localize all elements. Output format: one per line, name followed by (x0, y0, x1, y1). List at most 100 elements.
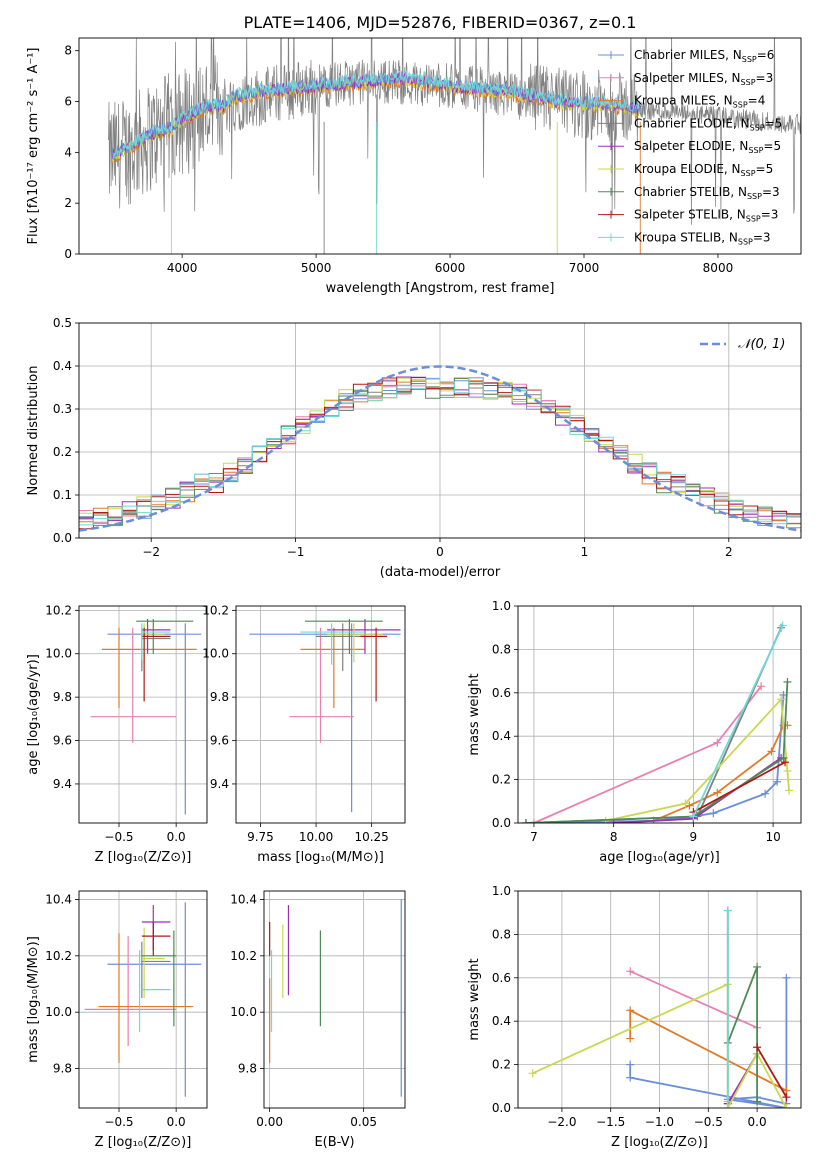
hist-chabrier_stelib (79, 377, 801, 526)
x-tick-label: 2 (725, 545, 733, 559)
y-axis-label: mass weight (467, 673, 482, 755)
y-tick-label: 0.4 (53, 359, 72, 373)
y-tick-label: 0.8 (492, 642, 511, 656)
x-tick-label: −2.0 (547, 1115, 576, 1129)
legend-label: Salpeter MILES, NSSP=3 (634, 71, 773, 87)
y-tick-label: 0.2 (492, 1058, 511, 1072)
x-axis-label: Z [log₁₀(Z/Z⊙)] (611, 1135, 708, 1150)
x-tick-label: 5000 (301, 261, 332, 275)
y-tick-label: 0.1 (53, 488, 72, 502)
legend-label: Kroupa ELODIE, NSSP=5 (634, 162, 773, 178)
y-tick-label: 0.8 (492, 927, 511, 941)
y-axis-label: Flux [fλ10⁻¹⁷ erg cm⁻² s⁻¹ A⁻¹] (26, 48, 41, 245)
y-tick-label: 10.0 (45, 647, 72, 661)
y-tick-label: 1.0 (492, 884, 511, 898)
plot-area (108, 38, 801, 254)
x-axis-label: mass [log₁₀(M/M⊙)] (257, 850, 384, 865)
series-chabrier_miles (525, 694, 785, 823)
x-tick-label: 9 (690, 830, 698, 844)
plot-area (79, 891, 207, 1108)
y-axis-label: Normed distribution (26, 366, 41, 496)
x-tick-label: 6000 (435, 261, 466, 275)
y-tick-label: 9.8 (210, 690, 229, 704)
x-tick-label: 7000 (569, 261, 600, 275)
series-kroupa_stelib (692, 625, 784, 817)
y-tick-label: 0.6 (492, 971, 511, 985)
x-axis-label: wavelength [Angstrom, rest frame] (326, 281, 555, 296)
y-axis-label: mass weight (467, 958, 482, 1040)
x-axis-label: Z [log₁₀(Z/Z⊙)] (95, 850, 192, 865)
plot-area (264, 891, 405, 1108)
series-salpeter_stelib (756, 1046, 788, 1098)
legend-label: Chabrier MILES, NSSP=6 (634, 48, 774, 64)
plot-area (79, 323, 801, 538)
axes-frame (263, 890, 406, 1109)
observed-spectrum (108, 38, 801, 225)
panel-residuals: −2 −1 0 1 2 0.0 0.1 0.2 0.3 0.4 0.5 (data-model)/er… (26, 316, 802, 580)
panel-mass_weight_vs_age: 7 8 9 10 0.0 0.2 0.4 0.6 0.8 1.0 age [log₁₀(age/yr… (467, 599, 802, 865)
x-axis-label: Z [log₁₀(Z/Z⊙)] (95, 1135, 192, 1150)
axes-frame (235, 605, 406, 824)
normal-curve (79, 365, 801, 532)
axes-frame (517, 890, 802, 1109)
y-tick-label: 0 (64, 247, 72, 261)
plot-area (236, 606, 405, 823)
axes-frame (517, 605, 802, 824)
x-tick-label: −2 (142, 545, 160, 559)
x-axis-label: age [log₁₀(age/yr)] (599, 850, 720, 865)
x-tick-label: −0.5 (694, 1115, 723, 1129)
x-tick-label: 9.75 (247, 830, 274, 844)
x-tick-label: 10 (765, 830, 780, 844)
x-tick-label: 0.05 (350, 1115, 377, 1129)
y-tick-label: 10.2 (45, 603, 72, 617)
y-tick-label: 10.2 (230, 949, 257, 963)
x-tick-label: 1 (581, 545, 589, 559)
panel-mass_weight_vs_Z: −2.0 −1.5 −1.0 −0.5 0.0 0.0 0.2 0.4 0.6 0.8 1.0 Z [… (467, 884, 802, 1150)
axes-frame (78, 322, 802, 539)
y-tick-label: 2 (64, 196, 72, 210)
y-tick-label: 10.4 (230, 892, 257, 906)
legend-label: Kroupa MILES, NSSP=4 (634, 94, 765, 110)
y-tick-label: 9.8 (53, 1062, 72, 1076)
y-axis-label: age [log₁₀(age/yr)] (26, 654, 41, 775)
y-tick-label: 9.6 (210, 734, 229, 748)
y-tick-label: 0.4 (492, 1014, 511, 1028)
axes-frame (78, 605, 208, 824)
model-spectrum-kroupa_stelib (112, 69, 642, 159)
y-tick-label: 0.2 (492, 773, 511, 787)
x-tick-label: 10.00 (299, 830, 333, 844)
y-tick-label: 0.2 (53, 445, 72, 459)
axes-frame (78, 890, 208, 1109)
y-tick-label: 10.4 (45, 892, 72, 906)
hist-salpeter_stelib (79, 377, 801, 530)
y-tick-label: 4 (64, 145, 72, 159)
legend-label: Chabrier STELIB, NSSP=3 (634, 185, 780, 201)
x-tick-label: 0.0 (167, 1115, 186, 1129)
y-tick-label: 0.0 (492, 1101, 511, 1115)
x-tick-label: 0.00 (256, 1115, 283, 1129)
y-tick-label: 8 (64, 44, 72, 58)
plot-area (518, 891, 801, 1108)
y-tick-label: 1.0 (492, 599, 511, 613)
legend-label: Salpeter ELODIE, NSSP=5 (634, 139, 781, 155)
x-tick-label: 10.25 (354, 830, 388, 844)
y-tick-label: 10.0 (45, 1005, 72, 1019)
figure-title: PLATE=1406, MJD=52876, FIBERID=0367, z=0… (244, 13, 637, 32)
plot-area (518, 606, 801, 823)
y-tick-label: 10.2 (45, 949, 72, 963)
panel-mass_vs_EBV: 0.00 0.05 9.8 10.0 10.2 10.4 E(B-V) (230, 890, 406, 1150)
y-tick-label: 10.2 (202, 603, 229, 617)
hist-kroupa_stelib (79, 377, 801, 526)
x-tick-label: 8000 (703, 261, 734, 275)
series-salpeter_miles (533, 685, 762, 823)
y-tick-label: 10.0 (202, 647, 229, 661)
panel-age_vs_Z: −0.5 0.0 9.4 9.6 9.8 10.0 10.2 Z [log₁₀(Z/Z⊙)] a… (26, 603, 208, 865)
panel-age_vs_mass: 9.75 10.00 10.25 9.4 9.6 9.8 10.0 10.2 mass [log… (202, 603, 406, 865)
y-tick-label: 0.0 (53, 531, 72, 545)
x-tick-label: −1 (287, 545, 305, 559)
x-tick-label: 8 (610, 830, 618, 844)
legend-label: 𝒩(0, 1) (738, 337, 785, 352)
y-tick-label: 10.0 (230, 1005, 257, 1019)
legend-label: Kroupa STELIB, NSSP=3 (634, 230, 771, 246)
y-axis-label: mass [log₁₀(M/M⊙)] (26, 936, 41, 1063)
